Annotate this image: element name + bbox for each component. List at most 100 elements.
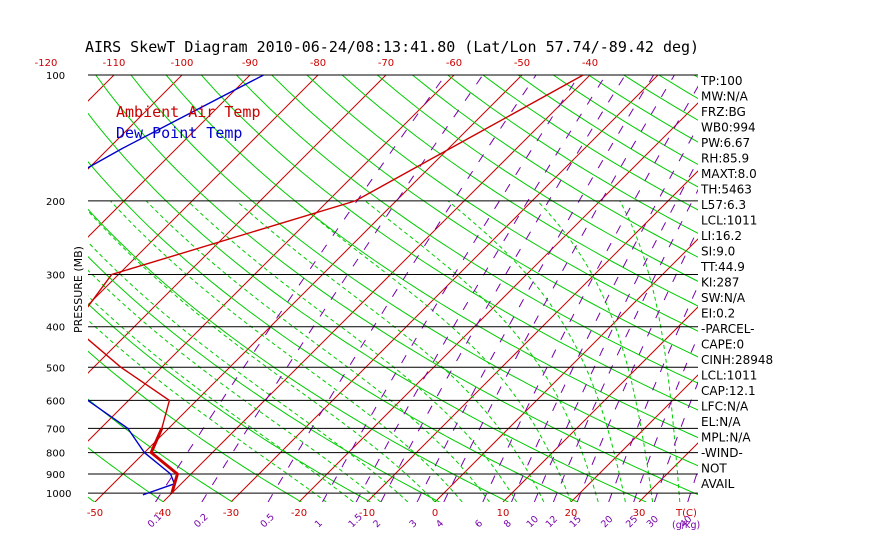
index-item: KI:287 — [701, 276, 739, 290]
legend: Ambient Air Temp Dew Point Temp — [116, 103, 261, 142]
bottom-temp-tick-label: -50 — [87, 508, 103, 519]
mixing-ratio-line — [511, 125, 698, 502]
legend-air-temp: Ambient Air Temp — [116, 103, 261, 121]
isotherm-line — [775, 75, 870, 502]
top-temp-tick-label: -80 — [310, 58, 326, 69]
isotherm-line — [88, 75, 115, 102]
moist-adiabat-line — [88, 295, 354, 502]
index-item: CAPE:0 — [701, 338, 744, 352]
moist-adiabat-line — [110, 200, 463, 502]
pressure-tick-label: 100 — [46, 71, 65, 82]
index-item: TT:44.9 — [700, 260, 745, 274]
mixing-ratio-tick-label: 0.2 — [192, 512, 210, 530]
legend-dew-point: Dew Point Temp — [116, 124, 242, 142]
mixing-ratio-line — [355, 75, 607, 502]
temperature-unit-label: T(C) — [675, 508, 697, 519]
index-item: LCL:1011 — [701, 214, 757, 228]
bottom-temp-tick-label: 20 — [565, 508, 578, 519]
pressure-tick-label: 1000 — [46, 489, 71, 500]
dry-adiabat-line — [800, 75, 870, 502]
isotherm-line — [0, 75, 46, 502]
index-item: PW:6.67 — [701, 136, 750, 150]
bottom-temp-tick-label: -30 — [223, 508, 239, 519]
mixing-ratio-line — [154, 75, 446, 502]
pressure-tick-label: 300 — [46, 271, 65, 282]
isotherm-line — [502, 306, 698, 502]
isotherm-line — [88, 75, 251, 238]
index-item: TH:5463 — [700, 183, 752, 197]
mixing-ratio-line — [380, 75, 626, 502]
dry-adiabat-line — [764, 75, 870, 502]
index-item: SW:N/A — [701, 291, 746, 305]
index-item: EI:0.2 — [701, 307, 735, 321]
mixing-ratio-tick-label: 20 — [599, 514, 615, 530]
moist-adiabat-line — [145, 200, 490, 502]
background-grid — [0, 75, 870, 502]
mixing-ratio-tick-label: 8 — [502, 518, 514, 530]
air-temp-surface-line — [149, 427, 180, 494]
pressure-tick-label: 600 — [46, 396, 65, 407]
bottom-temp-tick-label: 10 — [497, 508, 510, 519]
dry-adiabat-line — [165, 75, 698, 439]
moist-adiabat-line — [236, 200, 545, 502]
pressure-tick-label: 900 — [46, 470, 65, 481]
index-item: MW:N/A — [701, 90, 749, 104]
dry-adiabat-line — [95, 75, 698, 496]
y-axis-label: PRESSURE (MB) — [72, 246, 85, 333]
moist-adiabat-line — [187, 200, 518, 502]
top-temp-tick-label: -110 — [103, 58, 126, 69]
isotherm-line — [230, 75, 659, 502]
moist-adiabat-line — [88, 269, 381, 502]
mixing-ratio-tick-label: 30 — [645, 514, 661, 530]
index-item: EL:N/A — [701, 415, 741, 429]
bottom-temp-tick-label: -40 — [155, 508, 171, 519]
dry-adiabat-line — [412, 75, 698, 258]
index-item: TP:100 — [700, 74, 743, 88]
mixing-ratio-tick-label: 6 — [473, 518, 485, 530]
top-temp-tick-label: -70 — [378, 58, 394, 69]
index-item: LFC:N/A — [701, 400, 749, 414]
index-item: AVAIL — [701, 477, 735, 491]
dry-adiabat-line — [236, 75, 698, 384]
top-temp-tick-label: -90 — [242, 58, 258, 69]
top-temp-tick-label: -100 — [171, 58, 194, 69]
dry-adiabat-line — [88, 447, 164, 502]
pressure-tick-label: 700 — [46, 424, 65, 435]
isotherm-line — [88, 75, 319, 306]
bottom-temp-tick-label: -20 — [291, 508, 307, 519]
isotherm-line — [570, 374, 698, 502]
mixing-ratio-tick-label: 4 — [434, 518, 446, 530]
dry-adiabat-line — [341, 75, 698, 307]
mixing-ratio-tick-label: 1 — [313, 518, 325, 530]
moist-adiabat-line — [364, 200, 599, 502]
index-item: -WIND- — [701, 446, 743, 460]
dry-adiabat-line — [517, 75, 698, 188]
mixing-ratio-line — [416, 75, 655, 502]
dry-adiabat-line — [88, 112, 647, 502]
isotherm-line — [434, 238, 698, 502]
moist-adiabat-line — [537, 200, 654, 502]
bottom-temp-tick-label: 30 — [633, 508, 646, 519]
pressure-tick-label: 400 — [46, 323, 65, 334]
index-item: LI:16.2 — [701, 229, 742, 243]
moist-adiabat-line — [619, 200, 681, 502]
index-item: WB0:994 — [701, 121, 756, 135]
isotherm-line — [162, 75, 591, 502]
index-item: CAP:12.1 — [701, 384, 756, 398]
pressure-tick-label: 800 — [46, 449, 65, 460]
dry-adiabat-line — [130, 75, 698, 467]
index-item: -PARCEL- — [701, 322, 755, 336]
index-item: SI:9.0 — [701, 245, 735, 259]
isotherm-line — [88, 75, 387, 374]
dry-adiabat-line — [88, 208, 509, 502]
isotherm-line — [298, 102, 698, 502]
index-item: L57:6.3 — [701, 198, 746, 212]
index-item: FRZ:BG — [701, 105, 746, 119]
profile-lines — [88, 75, 584, 496]
dry-adiabat-line — [376, 75, 698, 282]
moist-adiabat-line — [88, 241, 409, 502]
isobar-lines — [88, 74, 698, 494]
index-item: MAXT:8.0 — [701, 167, 757, 181]
